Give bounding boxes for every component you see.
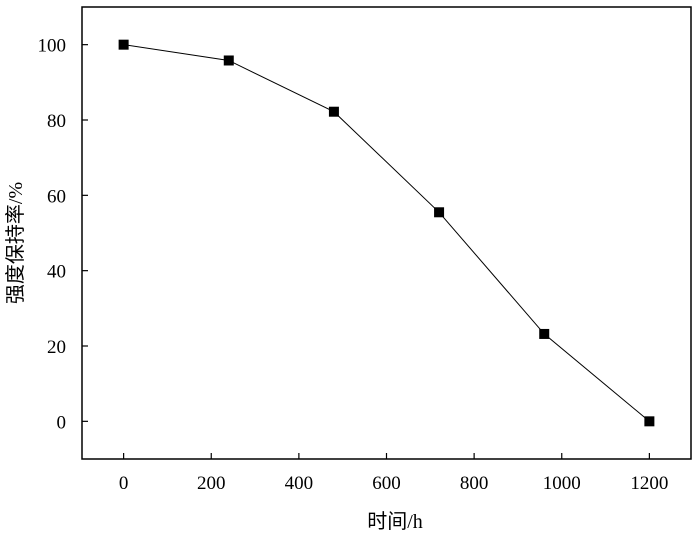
x-axis: 0 200 400 600 800 1000 1200 bbox=[119, 453, 668, 494]
plot-area-frame bbox=[81, 6, 692, 460]
y-tick-label: 20 bbox=[47, 337, 66, 358]
y-tick-label: 0 bbox=[57, 412, 67, 433]
data-point-marker bbox=[434, 207, 445, 218]
y-tick-label: 40 bbox=[47, 262, 66, 283]
y-tick-label: 80 bbox=[47, 111, 66, 132]
x-tick-label: 1200 bbox=[630, 473, 668, 494]
data-point-marker bbox=[118, 39, 129, 50]
x-axis-title: 时间/h bbox=[367, 510, 423, 533]
y-axis-title: 强度保持率/% bbox=[4, 182, 27, 304]
data-point-marker bbox=[644, 416, 655, 427]
x-tick-label: 1000 bbox=[543, 473, 581, 494]
data-point-marker bbox=[223, 55, 234, 66]
y-tick-label: 60 bbox=[47, 186, 66, 207]
y-axis: 0 20 40 60 80 100 bbox=[38, 36, 88, 433]
x-tick-label: 200 bbox=[197, 473, 226, 494]
x-tick-label: 0 bbox=[119, 473, 129, 494]
data-point-marker bbox=[328, 106, 339, 117]
x-tick-label: 800 bbox=[460, 473, 489, 494]
series-layer bbox=[118, 39, 655, 427]
x-tick-label: 400 bbox=[285, 473, 314, 494]
series-line bbox=[123, 44, 650, 422]
y-tick-label: 100 bbox=[38, 36, 67, 57]
x-tick-label: 600 bbox=[372, 473, 401, 494]
data-point-marker bbox=[539, 328, 550, 339]
